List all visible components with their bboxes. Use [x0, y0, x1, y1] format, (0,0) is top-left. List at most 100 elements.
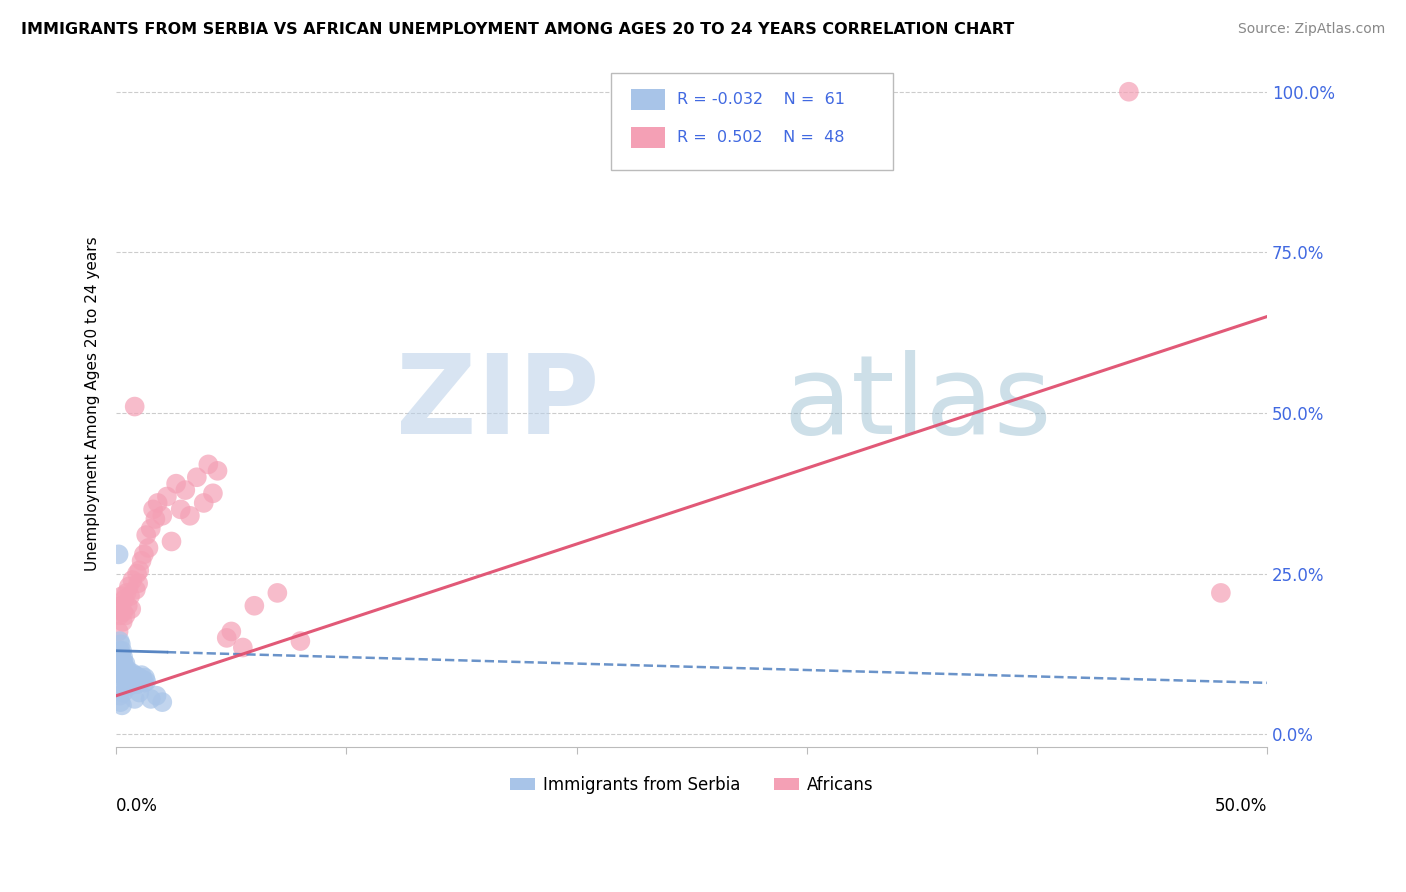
- Point: [121, 573, 143, 587]
- Point: [232, 640, 254, 655]
- Text: 0.0%: 0.0%: [117, 797, 157, 814]
- Point: [174, 483, 197, 497]
- Point: [117, 599, 139, 613]
- FancyBboxPatch shape: [612, 73, 893, 169]
- Point: [129, 674, 152, 689]
- Point: [120, 602, 142, 616]
- Point: [114, 657, 136, 671]
- Point: [112, 657, 135, 671]
- Point: [118, 679, 141, 693]
- Point: [125, 582, 148, 597]
- Point: [215, 631, 238, 645]
- Point: [132, 673, 155, 687]
- Bar: [631, 127, 665, 147]
- Point: [150, 695, 173, 709]
- Point: [121, 666, 143, 681]
- Point: [115, 677, 138, 691]
- Point: [142, 502, 165, 516]
- Point: [122, 671, 145, 685]
- Bar: [631, 89, 665, 110]
- Point: [114, 671, 136, 685]
- Point: [111, 653, 134, 667]
- Point: [120, 676, 142, 690]
- Point: [112, 605, 135, 619]
- Point: [111, 660, 134, 674]
- Point: [128, 685, 150, 699]
- Point: [193, 496, 215, 510]
- Point: [135, 528, 157, 542]
- Point: [221, 624, 243, 639]
- Point: [114, 666, 136, 681]
- Point: [110, 602, 132, 616]
- Point: [139, 522, 162, 536]
- Point: [197, 458, 219, 472]
- Point: [134, 671, 156, 685]
- Text: 50.0%: 50.0%: [1215, 797, 1267, 814]
- Point: [110, 695, 132, 709]
- Point: [127, 576, 149, 591]
- Point: [111, 666, 134, 681]
- Point: [110, 666, 132, 681]
- Point: [132, 676, 155, 690]
- Point: [112, 669, 135, 683]
- Point: [125, 673, 148, 687]
- Point: [135, 674, 157, 689]
- Point: [107, 663, 129, 677]
- Point: [201, 486, 224, 500]
- Point: [127, 673, 149, 687]
- Point: [117, 669, 139, 683]
- Point: [112, 685, 135, 699]
- Point: [110, 637, 132, 651]
- Point: [145, 689, 167, 703]
- Point: [115, 663, 138, 677]
- Text: IMMIGRANTS FROM SERBIA VS AFRICAN UNEMPLOYMENT AMONG AGES 20 TO 24 YEARS CORRELA: IMMIGRANTS FROM SERBIA VS AFRICAN UNEMPL…: [21, 22, 1014, 37]
- Point: [125, 669, 148, 683]
- Point: [118, 579, 141, 593]
- Point: [114, 608, 136, 623]
- Point: [118, 666, 141, 681]
- Point: [128, 671, 150, 685]
- Point: [117, 663, 139, 677]
- Point: [110, 657, 132, 671]
- Point: [110, 599, 132, 613]
- Point: [146, 496, 169, 510]
- Point: [120, 668, 142, 682]
- Point: [115, 586, 138, 600]
- Point: [112, 663, 135, 677]
- Point: [207, 464, 229, 478]
- Point: [243, 599, 266, 613]
- Point: [117, 673, 139, 687]
- Point: [131, 554, 153, 568]
- Point: [186, 470, 208, 484]
- Point: [121, 673, 143, 687]
- Point: [131, 668, 153, 682]
- Point: [156, 490, 179, 504]
- Point: [108, 650, 131, 665]
- Point: [118, 671, 141, 685]
- Point: [124, 668, 146, 682]
- Point: [179, 508, 201, 523]
- Point: [110, 653, 132, 667]
- Point: [110, 647, 132, 661]
- Point: [108, 608, 131, 623]
- Text: Source: ZipAtlas.com: Source: ZipAtlas.com: [1237, 22, 1385, 37]
- Point: [107, 624, 129, 639]
- Point: [124, 692, 146, 706]
- Point: [128, 563, 150, 577]
- Point: [124, 400, 146, 414]
- Point: [122, 674, 145, 689]
- Point: [120, 669, 142, 683]
- Point: [139, 692, 162, 706]
- Text: ZIP: ZIP: [396, 350, 599, 457]
- Point: [127, 677, 149, 691]
- Point: [111, 615, 134, 629]
- Point: [165, 476, 187, 491]
- Point: [120, 589, 142, 603]
- Point: [1118, 85, 1140, 99]
- Point: [107, 547, 129, 561]
- Point: [138, 541, 160, 555]
- Point: [112, 650, 135, 665]
- Text: atlas: atlas: [783, 350, 1052, 457]
- Point: [112, 673, 135, 687]
- Point: [111, 589, 134, 603]
